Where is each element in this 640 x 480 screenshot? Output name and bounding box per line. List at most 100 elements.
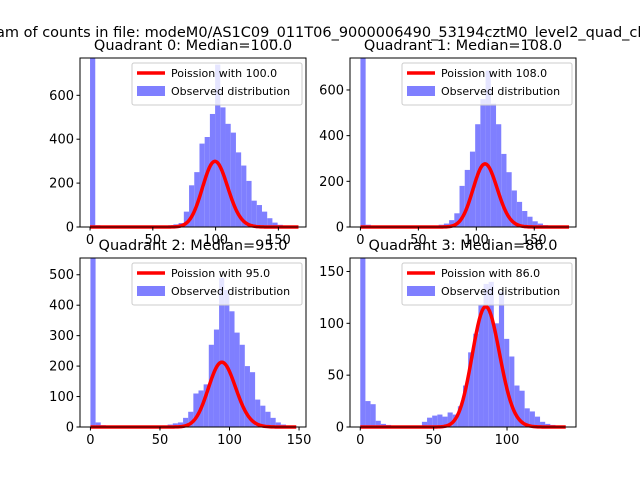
histogram-bar (90, 58, 96, 227)
histogram-bar (447, 412, 453, 427)
histogram-bar (261, 211, 268, 227)
legend: Poission with 95.0 Observed distribution (131, 262, 303, 306)
axes-frame (349, 57, 577, 228)
panel-title: Quadrant 0: Median=100.0 (94, 38, 292, 54)
histogram-bar (194, 172, 200, 227)
panel-title: Quadrant 1: Median=108.0 (364, 38, 562, 54)
histogram-bar (208, 344, 214, 427)
histogram-bar (473, 333, 479, 427)
y-tick-label: 100 (49, 390, 74, 405)
histogram-bar (527, 216, 533, 227)
x-tick-label: 100 (217, 433, 242, 448)
y-tick-label: 200 (49, 177, 74, 192)
y-tick-label: 100 (319, 317, 344, 332)
y-tick-label: 0 (66, 421, 74, 436)
legend-fit-label: Poission with 100.0 (171, 67, 277, 80)
histogram-bar (360, 258, 366, 427)
panel-quadrant-1: Quadrant 1: Median=108.0 0 50 100 150 0 200 40… (319, 38, 577, 248)
histogram-bar (529, 411, 535, 427)
histogram-bar (230, 132, 236, 227)
histogram-bar (183, 417, 189, 427)
legend-box (131, 62, 303, 106)
histogram-bar (493, 323, 499, 427)
x-tick-label: 0 (356, 233, 364, 248)
histogram-bar (215, 64, 221, 227)
histogram-bar (522, 211, 528, 227)
histogram-bar (511, 190, 517, 227)
histogram-bar (516, 201, 523, 227)
legend-fit-label: Poission with 108.0 (441, 67, 547, 80)
histogram-bar (177, 422, 184, 427)
legend-hist-swatch (407, 86, 435, 96)
histogram-bar (189, 185, 195, 227)
axes-frame (79, 257, 307, 428)
legend-box (401, 62, 573, 106)
histogram-bar (514, 385, 520, 427)
histogram-bar (246, 180, 252, 227)
y-tick-label: 200 (49, 360, 74, 375)
y-tick-label: 50 (327, 369, 344, 384)
y-tick-label: 500 (49, 268, 74, 283)
histogram-bar (275, 422, 281, 427)
histogram-bar (534, 416, 541, 427)
histogram-bar (224, 289, 230, 427)
x-tick-label: 50 (425, 433, 442, 448)
histogram-bar (449, 220, 455, 227)
histogram-bar (496, 124, 502, 227)
y-tick-label: 0 (336, 421, 344, 436)
panel-title: Quadrant 2: Median=95.0 (99, 238, 288, 254)
y-tick-label: 600 (319, 83, 344, 98)
x-tick-label: 0 (86, 433, 94, 448)
x-tick-label: 50 (410, 233, 427, 248)
histogram-bar (95, 422, 101, 427)
histogram-bar (485, 70, 491, 227)
histogram-bar (375, 420, 381, 427)
y-tick-label: 200 (319, 175, 344, 190)
histogram-bar (509, 356, 515, 427)
y-tick-label: 150 (319, 265, 344, 280)
histogram-bar (234, 332, 240, 427)
histogram-bar (463, 385, 469, 427)
y-tick-label: 600 (49, 89, 74, 104)
histogram-bar (255, 399, 261, 427)
panel-quadrant-0: Quadrant 0: Median=100.0 0 50 100 150 0 200 40… (49, 38, 307, 248)
histogram-bar (267, 218, 273, 227)
histogram-bar (209, 113, 216, 227)
histogram-bar (183, 211, 190, 227)
y-tick-label: 400 (49, 133, 74, 148)
y-tick-label: 0 (336, 221, 344, 236)
x-tick-label: 100 (464, 233, 489, 248)
x-tick-label: 150 (287, 433, 312, 448)
legend-fit-label: Poission with 86.0 (441, 267, 540, 280)
histogram-bar (490, 103, 497, 227)
histogram-bar (519, 390, 525, 427)
histogram-bar (272, 222, 278, 227)
legend-box (401, 262, 573, 306)
histogram-bar (249, 372, 256, 427)
figure-title: Histogram of counts in file: modeM0/AS1C… (0, 25, 640, 41)
histogram-bar (193, 393, 199, 427)
x-tick-label: 0 (86, 233, 94, 248)
histogram-bar (251, 200, 257, 227)
histogram-bar (540, 421, 546, 427)
histogram-bar (468, 352, 474, 427)
legend: Poission with 108.0 Observed distributio… (401, 62, 573, 106)
histogram-bar (229, 311, 235, 427)
histogram-bar (437, 414, 443, 427)
histogram-bar (488, 281, 494, 427)
y-tick-label: 400 (319, 129, 344, 144)
x-tick-label: 50 (145, 233, 162, 248)
histogram-bar (506, 172, 512, 227)
histogram-bar (501, 153, 507, 227)
histogram-bar (256, 205, 262, 227)
histogram-bar (478, 304, 484, 427)
histogram-bar (270, 417, 276, 427)
x-tick-label: 0 (356, 433, 364, 448)
histogram-bar (370, 404, 376, 427)
panel-quadrant-3: Quadrant 3: Median=86.0 0 50 100050100150 … (319, 238, 577, 448)
histogram-bar (90, 258, 96, 427)
histogram-bar (524, 408, 530, 427)
histogram-bar (203, 384, 209, 427)
legend-hist-label: Observed distribution (171, 285, 290, 298)
